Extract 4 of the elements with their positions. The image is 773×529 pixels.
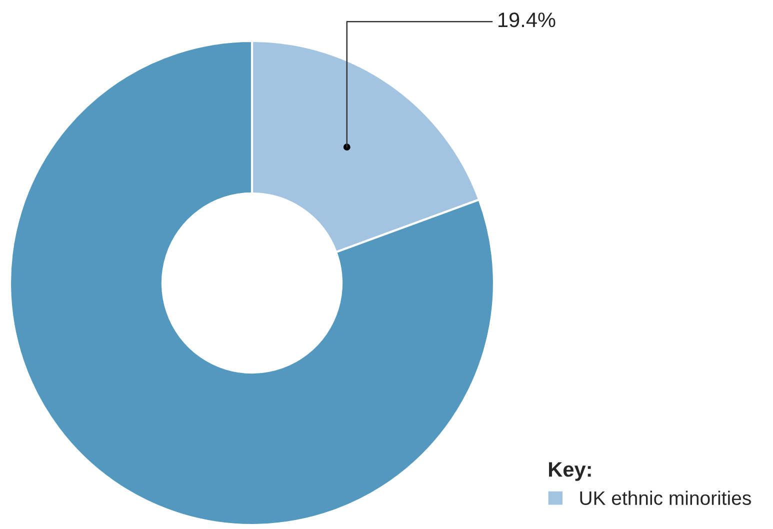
donut-slice [8, 40, 496, 526]
legend-label: UK ethnic minorities [580, 490, 751, 506]
legend-title: Key: [549, 462, 591, 481]
data-label: 19.4% [498, 12, 556, 28]
